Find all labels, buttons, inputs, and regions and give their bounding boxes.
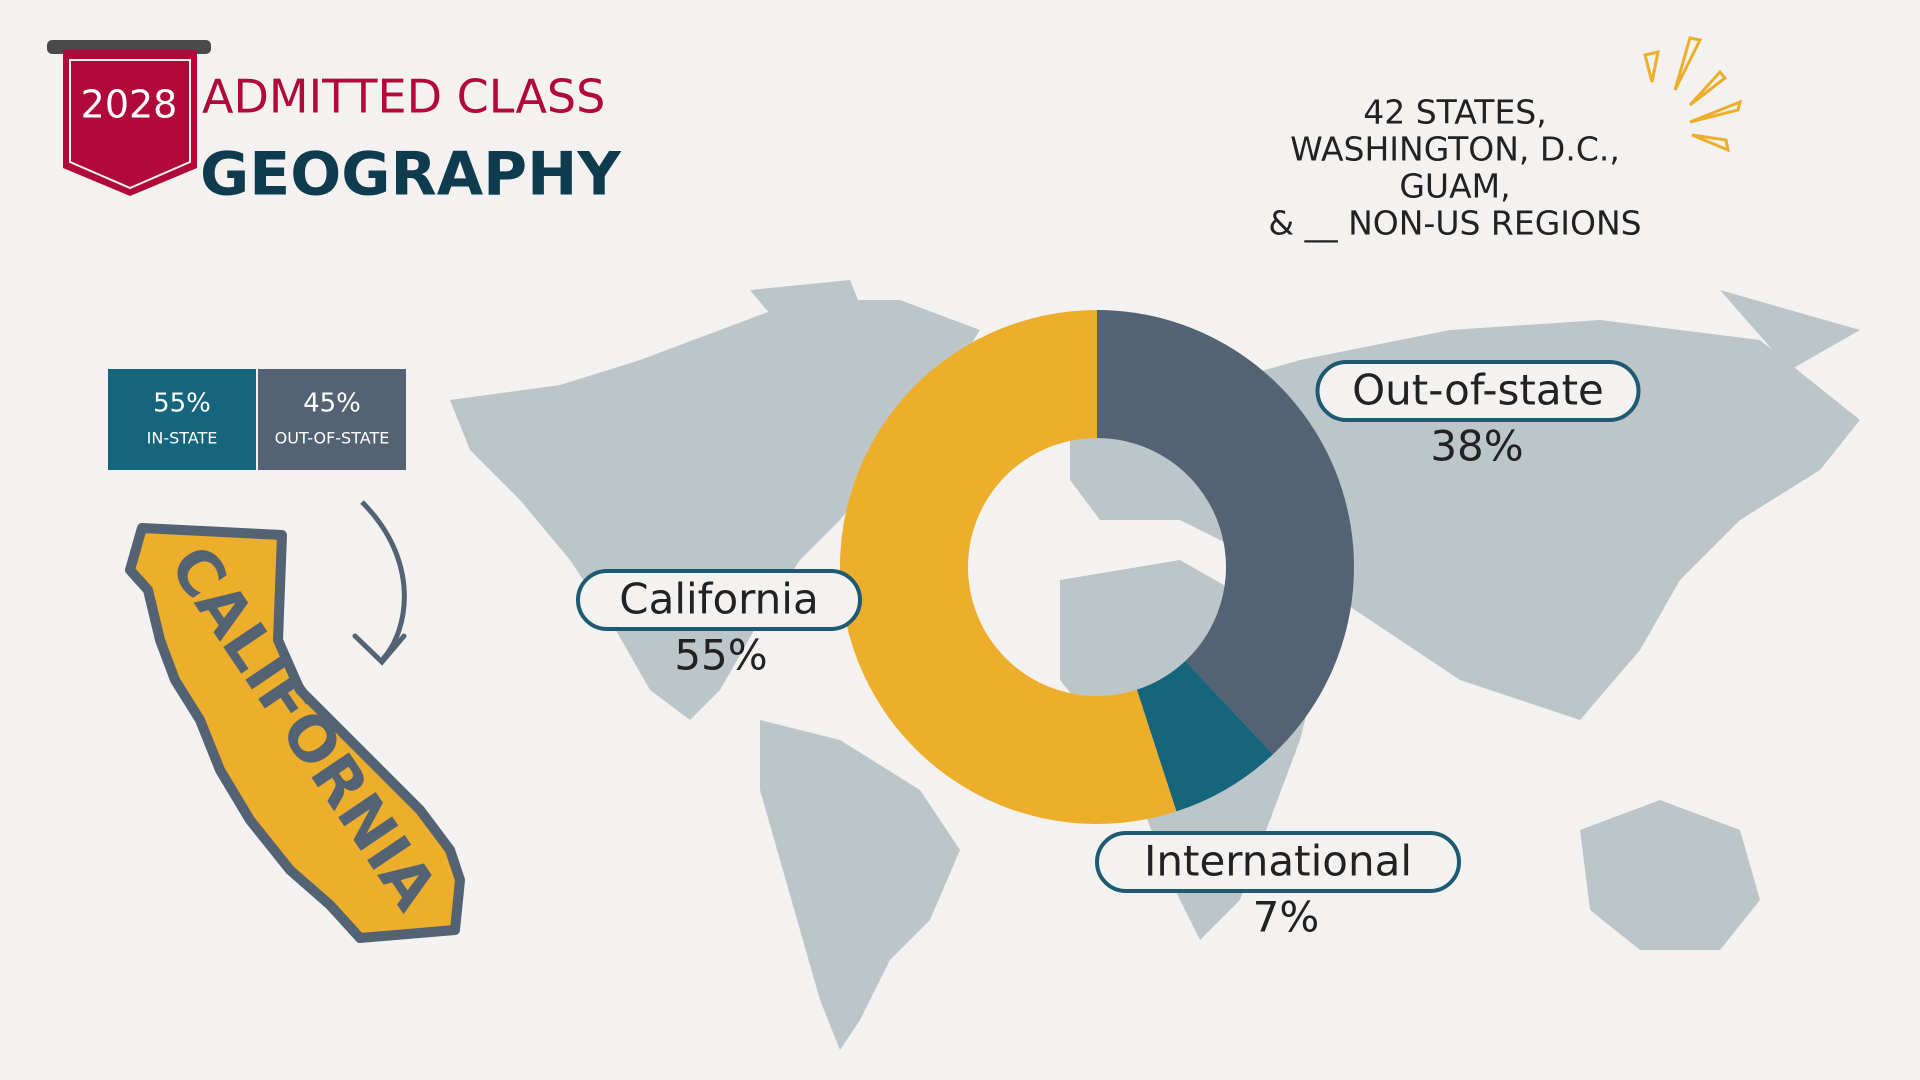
stat-box — [258, 369, 406, 470]
value-label: 7% — [1253, 893, 1320, 942]
category-label: California — [619, 575, 818, 624]
value-label: 55% — [674, 631, 767, 680]
note-line: 42 STATES, — [1363, 93, 1546, 132]
stat-box — [108, 369, 256, 470]
stat-label: OUT-OF-STATE — [275, 429, 390, 448]
title: ADMITTED CLASS — [202, 70, 605, 124]
label-pill — [1315, 360, 1641, 422]
year-banner — [47, 40, 211, 196]
state-shape — [125, 523, 465, 943]
stat-value: 45% — [303, 389, 361, 419]
year: 2028 — [81, 83, 178, 127]
category-label: International — [1144, 837, 1412, 886]
note-line: & __ NON-US REGIONS — [1268, 204, 1641, 243]
note-line: WASHINGTON, D.C., — [1290, 130, 1620, 169]
donut-segment — [1097, 310, 1354, 755]
donut-segment — [1136, 661, 1273, 812]
label-pill — [576, 569, 862, 631]
category-label: Out-of-state — [1352, 366, 1604, 415]
donut-segment — [839, 310, 1177, 824]
note-line: GUAM, — [1399, 167, 1510, 206]
banner-border — [69, 59, 191, 190]
stat-label: IN-STATE — [147, 429, 218, 448]
stat-value: 55% — [153, 389, 211, 419]
banner-ribbon — [63, 50, 197, 196]
value-label: 38% — [1430, 422, 1523, 471]
arrow-head — [352, 633, 407, 666]
subtitle: GEOGRAPHY — [200, 140, 622, 210]
spark — [1643, 36, 1743, 153]
label-pill — [1095, 831, 1461, 893]
